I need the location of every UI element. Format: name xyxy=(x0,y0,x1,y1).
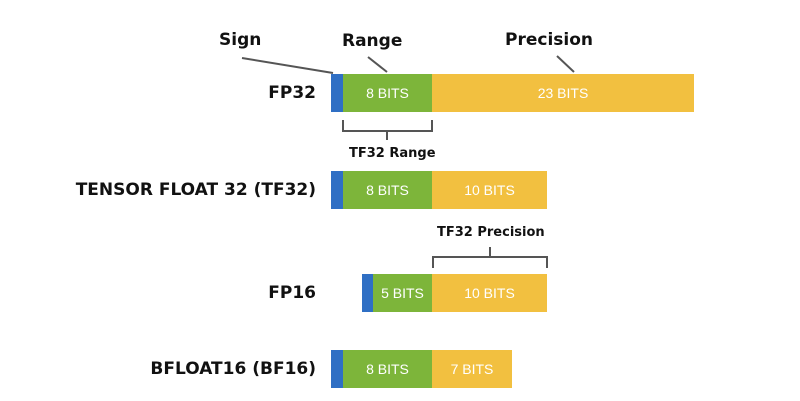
exponent-label: 8 BITS xyxy=(366,85,409,101)
exponent-label: 8 BITS xyxy=(366,361,409,377)
mantissa-label: 23 BITS xyxy=(537,85,589,101)
range-header: Range xyxy=(342,31,403,51)
mantissa-label: 10 BITS xyxy=(464,285,515,301)
sign-bit-segment xyxy=(362,274,373,312)
mantissa-label: 10 BITS xyxy=(464,182,515,198)
sign-bit-segment xyxy=(331,350,343,388)
bit-bar-bf16: 8 BITS 7 BITS xyxy=(331,350,512,388)
exponent-segment: 8 BITS xyxy=(343,350,432,388)
exponent-segment: 5 BITS xyxy=(373,274,432,312)
sign-bit-segment xyxy=(331,171,343,209)
sign-bit-segment xyxy=(331,74,343,112)
format-label-fp32: FP32 xyxy=(268,83,316,103)
mantissa-segment: 23 BITS xyxy=(432,74,694,112)
exponent-segment: 8 BITS xyxy=(343,74,432,112)
tf32-precision-annotation: TF32 Precision xyxy=(437,225,545,240)
mantissa-segment: 7 BITS xyxy=(432,350,512,388)
mantissa-segment: 10 BITS xyxy=(432,171,547,209)
format-label-fp16: FP16 xyxy=(268,283,316,303)
exponent-label: 5 BITS xyxy=(381,285,424,301)
bit-bar-fp32: 8 BITS 23 BITS xyxy=(331,74,694,112)
tf32-range-annotation: TF32 Range xyxy=(349,146,436,161)
format-label-tf32: TENSOR FLOAT 32 (TF32) xyxy=(75,180,316,200)
precision-header: Precision xyxy=(505,30,594,50)
bit-bar-tf32: 8 BITS 10 BITS xyxy=(331,171,547,209)
exponent-label: 8 BITS xyxy=(366,182,409,198)
bit-bar-fp16: 5 BITS 10 BITS xyxy=(362,274,547,312)
mantissa-label: 7 BITS xyxy=(450,361,494,377)
format-label-bf16: BFLOAT16 (BF16) xyxy=(150,359,316,379)
sign-header: Sign xyxy=(219,30,262,50)
exponent-segment: 8 BITS xyxy=(343,171,432,209)
mantissa-segment: 10 BITS xyxy=(432,274,547,312)
